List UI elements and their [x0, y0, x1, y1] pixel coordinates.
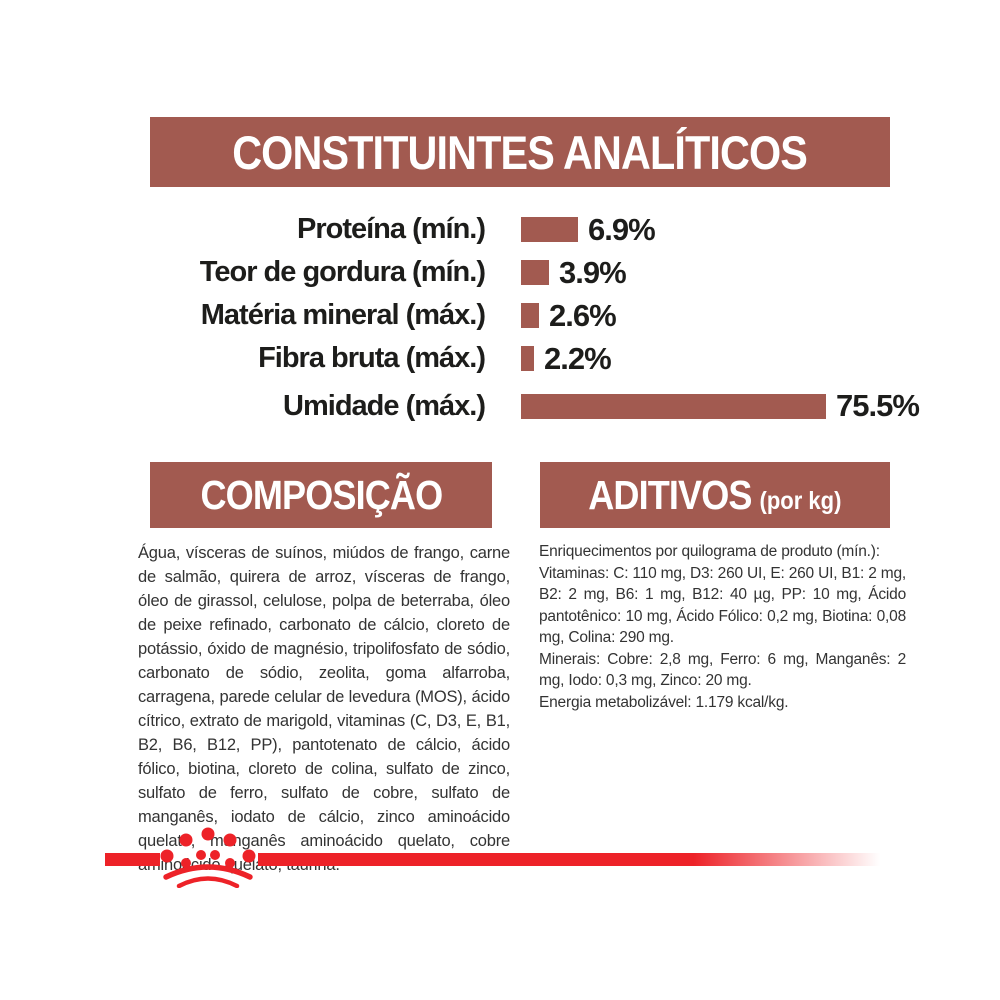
brand-rule-right — [258, 853, 880, 866]
chart-bar — [521, 217, 578, 242]
chart-label: Proteína (mín.) — [296, 213, 486, 245]
chart-bar — [521, 393, 826, 419]
chart-row-mineral: Matéria mineral (máx.) 2.6% — [140, 294, 960, 337]
additives-line-energy: Energia metabolizável: 1.179 kcal/kg. — [539, 693, 789, 711]
royal-canin-crown-icon — [160, 827, 256, 888]
analytical-constituents-title: CONSTITUINTES ANALÍTICOS — [232, 125, 809, 179]
additives-line-minerals: Minerais: Cobre: 2,8 mg, Ferro: 6 mg, Ma… — [539, 650, 906, 690]
chart-row-fiber: Fibra bruta (máx.) 2.2% — [140, 337, 960, 380]
analytical-constituents-header: CONSTITUINTES ANALÍTICOS — [150, 117, 890, 187]
chart-label: Fibra bruta (máx.) — [258, 342, 486, 374]
chart-value: 2.6% — [549, 297, 617, 333]
chart-value: 3.9% — [559, 254, 627, 290]
composition-header: COMPOSIÇÃO — [150, 462, 492, 528]
additives-text: Enriquecimentos por quilograma de produt… — [539, 541, 906, 713]
analytical-bar-chart: Proteína (mín.) 6.9% Teor de gordura (mí… — [140, 208, 960, 429]
chart-bar — [521, 303, 539, 328]
chart-row-moisture: Umidade (máx.) 75.5% — [140, 383, 960, 429]
chart-bar — [521, 260, 549, 285]
chart-bar — [521, 346, 534, 371]
chart-value: 75.5% — [836, 388, 920, 423]
chart-label: Umidade (máx.) — [283, 389, 486, 422]
chart-row-protein: Proteína (mín.) 6.9% — [140, 208, 960, 251]
additives-title: ADITIVOS — [588, 471, 752, 518]
composition-title: COMPOSIÇÃO — [200, 471, 443, 518]
chart-value: 6.9% — [588, 211, 656, 247]
chart-label: Teor de gordura (mín.) — [199, 256, 486, 288]
additives-line-vitamins: Vitaminas: C: 110 mg, D3: 260 UI, E: 260… — [539, 564, 906, 647]
chart-row-fat: Teor de gordura (mín.) 3.9% — [140, 251, 960, 294]
chart-value: 2.2% — [544, 340, 612, 376]
brand-rule-left — [105, 853, 160, 866]
additives-header: ADITIVOS (por kg) — [540, 462, 890, 528]
additives-title-suffix: (por kg) — [759, 486, 842, 515]
additives-line-intro: Enriquecimentos por quilograma de produt… — [539, 543, 880, 560]
chart-label: Matéria mineral (máx.) — [200, 299, 486, 331]
